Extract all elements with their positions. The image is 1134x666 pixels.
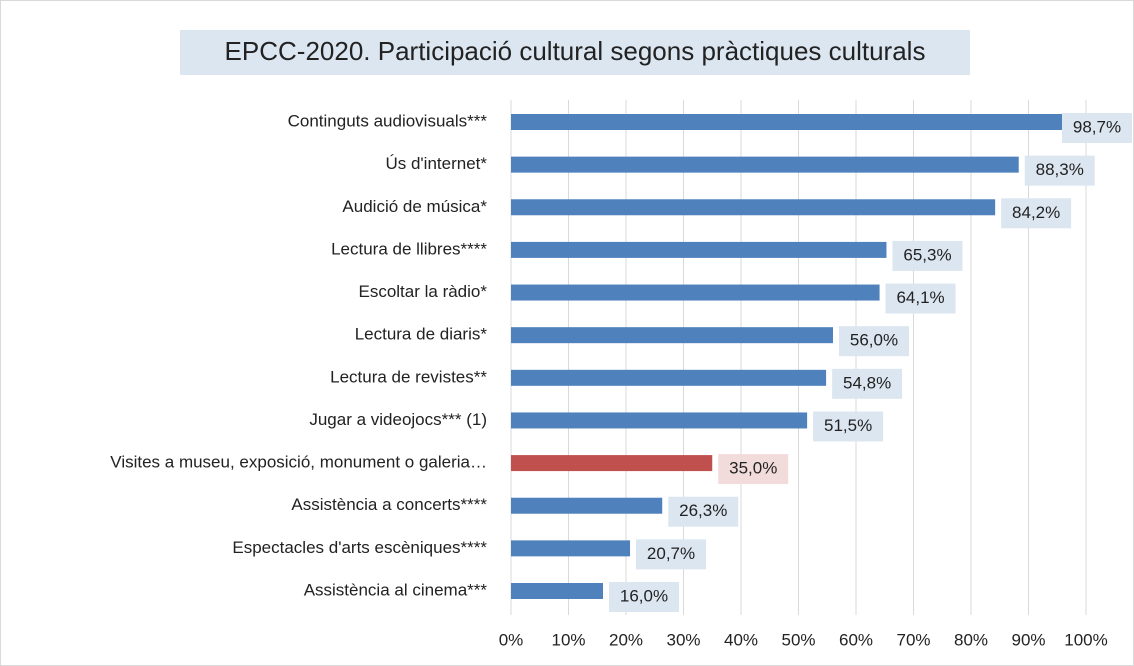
y-tick-label: Continguts audiovisuals***: [288, 111, 488, 130]
data-label-background: [718, 454, 789, 485]
x-tick-label: 90%: [1011, 630, 1045, 649]
data-label-background: [1062, 113, 1132, 143]
x-tick-label: 100%: [1064, 630, 1107, 649]
y-tick-label: Escoltar la ràdio*: [358, 282, 487, 301]
data-label-background: [668, 496, 739, 527]
bar: [511, 241, 887, 258]
data-label-background: [839, 326, 909, 357]
x-tick-label: 20%: [609, 630, 643, 649]
data-label-background: [813, 411, 884, 442]
data-label: 64,1%: [896, 288, 944, 307]
data-label-background: [636, 539, 707, 570]
data-label-background: [609, 582, 679, 612]
bar: [511, 114, 1079, 130]
data-label: 35,0%: [729, 459, 777, 478]
bar: [511, 156, 1019, 173]
y-tick-label: Espectacles d'arts escèniques****: [232, 538, 487, 557]
data-label-background: [1001, 198, 1072, 229]
y-tick-label: Jugar a videojocs*** (1): [309, 410, 487, 429]
data-label-background: [1024, 155, 1095, 186]
x-tick-label: 10%: [551, 630, 585, 649]
x-tick-label: 70%: [896, 630, 930, 649]
bar: [511, 199, 996, 216]
data-label: 84,2%: [1012, 203, 1060, 222]
y-tick-label: Visites a museu, exposició, monument o g…: [110, 453, 487, 472]
x-tick-label: 40%: [724, 630, 758, 649]
data-label: 20,7%: [647, 544, 695, 563]
y-tick-label: Lectura de revistes**: [330, 367, 487, 386]
data-label: 98,7%: [1073, 117, 1121, 136]
data-label: 16,0%: [620, 586, 668, 605]
x-tick-label: 80%: [954, 630, 988, 649]
x-tick-label: 30%: [666, 630, 700, 649]
y-tick-label: Ús d'internet*: [385, 154, 487, 173]
bar: [511, 412, 808, 429]
bar: [511, 583, 603, 599]
y-tick-label: Lectura de llibres****: [331, 239, 487, 258]
x-tick-label: 60%: [839, 630, 873, 649]
x-tick-label: 50%: [781, 630, 815, 649]
bar: [511, 327, 833, 344]
y-tick-label: Assistència al cinema***: [304, 580, 488, 599]
data-label: 54,8%: [843, 373, 891, 392]
bar: [511, 284, 880, 301]
data-label-background: [892, 240, 963, 271]
title-background: [180, 30, 970, 75]
x-tick-label: 0%: [499, 630, 524, 649]
y-tick-label: Assistència a concerts****: [291, 495, 487, 514]
chart-title: EPCC-2020. Participació cultural segons …: [225, 36, 926, 66]
data-label: 56,0%: [850, 331, 898, 350]
bar: [511, 369, 827, 386]
data-label: 51,5%: [824, 416, 872, 435]
data-label: 88,3%: [1036, 160, 1084, 179]
bar: [511, 455, 713, 472]
data-label-background: [832, 368, 903, 399]
y-tick-label: Lectura de diaris*: [355, 325, 488, 344]
y-tick-label: Audició de música*: [342, 197, 487, 216]
data-label: 26,3%: [679, 501, 727, 520]
data-label-background: [885, 283, 956, 314]
data-label: 65,3%: [903, 245, 951, 264]
bar: [511, 540, 631, 557]
bar: [511, 497, 663, 514]
